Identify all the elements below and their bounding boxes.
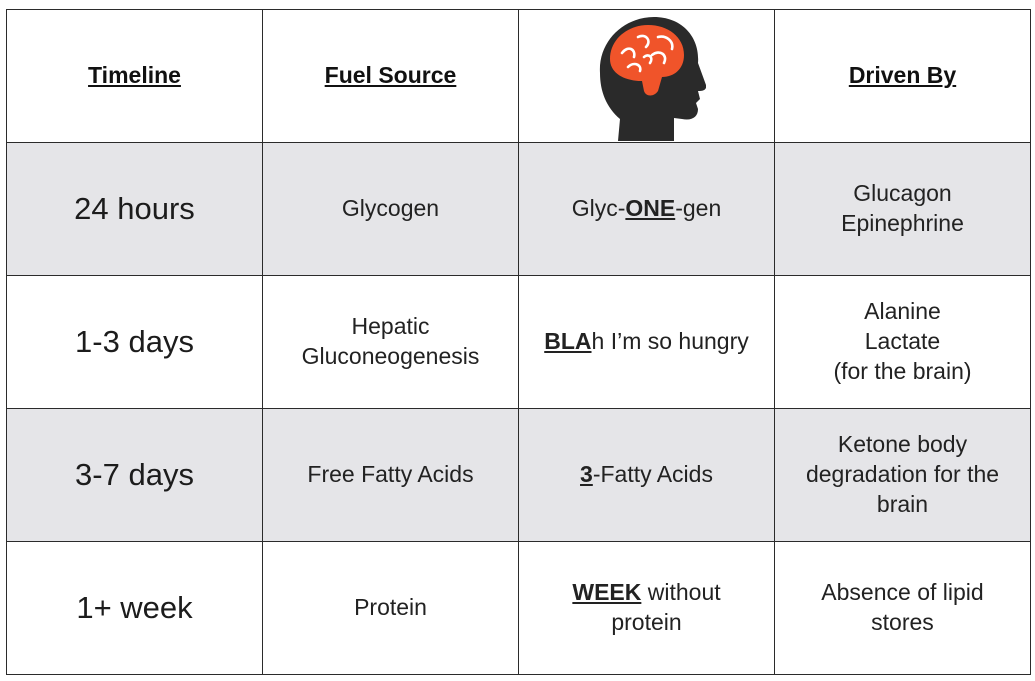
mnemonic-key: WEEK <box>572 579 642 606</box>
driven-by-line: Alanine <box>864 298 941 325</box>
driven-by-line: degradation for the <box>805 461 1000 488</box>
mnemonic-key: ONE <box>625 195 676 222</box>
mnemonic-suffix: -gen <box>675 195 722 222</box>
driven-by-line: Absence of lipid <box>821 579 984 606</box>
header-fuel-source: Fuel Source <box>324 62 457 89</box>
mnemonic-line: WEEK without <box>527 578 766 608</box>
timeline-cell: 1-3 days <box>6 275 263 409</box>
driven-by-cell: Absence of lipid stores <box>774 541 1031 675</box>
timeline-value: 1+ week <box>76 589 193 625</box>
mnemonic-cell: WEEK without protein <box>518 541 775 675</box>
mnemonic-key: BLA <box>544 328 592 355</box>
fuel-source-line: Hepatic <box>351 313 430 340</box>
timeline-cell: 1+ week <box>6 541 263 675</box>
header-driven-by-cell: Driven By <box>774 9 1031 143</box>
driven-by-line: brain <box>876 490 929 517</box>
mnemonic-suffix: -Fatty Acids <box>592 461 713 488</box>
fuel-source-line: Protein <box>354 594 427 621</box>
brain-head-icon <box>588 11 706 141</box>
driven-by-cell: Glucagon Epinephrine <box>774 142 1031 276</box>
fuel-source-cell: Glycogen <box>262 142 519 276</box>
driven-by-line: Epinephrine <box>841 210 964 236</box>
fuel-source-cell: Hepatic Gluconeogenesis <box>262 275 519 409</box>
fuel-source-line: Free Fatty Acids <box>307 461 474 488</box>
table-row: 3-7 days Free Fatty Acids 3-Fatty Acids … <box>6 408 1031 542</box>
timeline-value: 3-7 days <box>75 456 194 492</box>
header-fuel-source-cell: Fuel Source <box>262 9 519 143</box>
table-row: 1+ week Protein WEEK without protein Abs… <box>6 541 1031 675</box>
fuel-source-line: Glycogen <box>341 195 440 222</box>
driven-by-line: Glucagon <box>853 180 952 207</box>
mnemonic-cell: 3-Fatty Acids <box>518 408 775 542</box>
timeline-cell: 3-7 days <box>6 408 263 542</box>
header-timeline: Timeline <box>88 62 181 89</box>
table-row: 1-3 days Hepatic Gluconeogenesis BLAh I’… <box>6 275 1031 409</box>
header-mnemonic-cell <box>518 9 775 143</box>
header-timeline-cell: Timeline <box>6 9 263 143</box>
driven-by-line: (for the brain) <box>833 357 972 384</box>
driven-by-cell: Alanine Lactate (for the brain) <box>774 275 1031 409</box>
mnemonic-suffix: h I’m so hungry <box>591 328 749 355</box>
header-row: Timeline Fuel Source Driven By <box>6 9 1031 143</box>
timeline-value: 24 hours <box>74 190 195 226</box>
mnemonic-cell: BLAh I’m so hungry <box>518 275 775 409</box>
header-driven-by: Driven By <box>848 62 957 89</box>
driven-by-line: Ketone body <box>837 431 968 458</box>
timeline-value: 1-3 days <box>75 323 194 359</box>
table-row: 24 hours Glycogen Glyc-ONE-gen Glucagon … <box>6 142 1031 276</box>
mnemonic-key: 3 <box>580 461 593 488</box>
mnemonic-cell: Glyc-ONE-gen <box>518 142 775 276</box>
mnemonic-suffix: without <box>641 579 721 606</box>
driven-by-line: stores <box>871 609 934 635</box>
driven-by-cell: Ketone body degradation for the brain <box>774 408 1031 542</box>
mnemonic-prefix: Glyc- <box>571 195 626 222</box>
mnemonic-line-2: protein <box>611 609 682 635</box>
fuel-source-line: Gluconeogenesis <box>301 343 480 369</box>
driven-by-line: Lactate <box>864 328 941 355</box>
timeline-cell: 24 hours <box>6 142 263 276</box>
fuel-timeline-table: Timeline Fuel Source Driven By 24 <box>6 9 1031 675</box>
fuel-source-cell: Protein <box>262 541 519 675</box>
fuel-source-cell: Free Fatty Acids <box>262 408 519 542</box>
